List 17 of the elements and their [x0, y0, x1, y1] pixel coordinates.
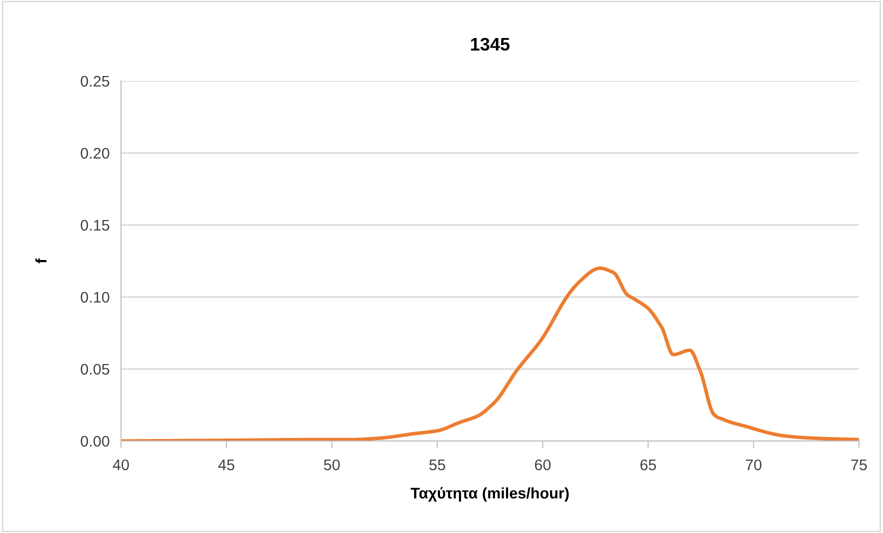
y-tick-label: 0.05 [80, 364, 110, 375]
x-tick-label: 40 [112, 459, 129, 470]
y-axis-title: f [35, 258, 46, 264]
x-tick-label: 45 [218, 460, 234, 470]
x-tick-label: 50 [324, 459, 340, 470]
x-tick-label: 65 [640, 459, 656, 470]
y-tick-label: 0.00 [80, 436, 110, 447]
y-tick-label: 0.10 [80, 292, 110, 303]
x-axis-title: Ταχύτητα (miles/hour) [410, 487, 569, 502]
x-tick-label: 70 [746, 459, 762, 470]
x-tick-label: 55 [429, 460, 446, 470]
y-tick-label: 0.15 [80, 220, 110, 231]
chart-title: 1345 [471, 38, 510, 51]
y-tick-label: 0.25 [80, 76, 110, 87]
x-tick-label: 60 [534, 459, 551, 470]
y-tick-label: 0.20 [80, 148, 110, 159]
x-tick-label: 75 [851, 460, 867, 470]
